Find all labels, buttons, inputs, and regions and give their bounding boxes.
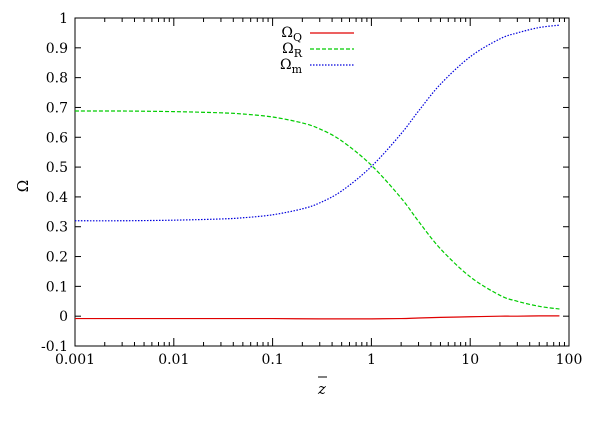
series-layer bbox=[74, 24, 560, 320]
y-tick-label: 0 bbox=[59, 309, 68, 325]
y-tick-label: 0.4 bbox=[46, 190, 68, 206]
y-tick-label: 1 bbox=[59, 11, 68, 27]
y-tick-label: 0.2 bbox=[46, 250, 68, 266]
x-tick-label: 1 bbox=[367, 352, 376, 368]
x-tick-label: 0.1 bbox=[261, 352, 283, 368]
y-tick-label: 0.7 bbox=[46, 100, 68, 116]
x-tick-label: 100 bbox=[556, 352, 583, 368]
x-axis-label-text: z bbox=[317, 380, 326, 398]
y-axis-label: Ω bbox=[14, 180, 32, 192]
x-axis-label: z bbox=[317, 376, 327, 398]
y-tick-label: -0.1 bbox=[41, 339, 68, 355]
y-tick-label: 0.1 bbox=[46, 279, 68, 295]
series-line-omega-R bbox=[74, 110, 560, 310]
x-tick-label: 0.01 bbox=[158, 352, 189, 368]
x-tick-label: 0.001 bbox=[55, 352, 95, 368]
x-axis: 0.001 0.01 0.1 1 10 100 bbox=[55, 18, 582, 368]
x-tick-label: 10 bbox=[461, 352, 479, 368]
y-tick-label: 0.6 bbox=[46, 130, 68, 146]
y-tick-label: 0.8 bbox=[46, 71, 68, 87]
y-axis: -0.1 0 0.1 0.2 0.3 0.4 0.5 0.6 0.7 0.8 0.9 1 bbox=[41, 11, 569, 355]
series-line-omega-Q bbox=[75, 315, 560, 320]
y-tick-label: 0.9 bbox=[46, 41, 68, 57]
series-line-omega-m bbox=[74, 24, 560, 222]
y-tick-label: 0.5 bbox=[46, 160, 68, 176]
y-tick-label: 0.3 bbox=[46, 220, 68, 236]
plot-frame bbox=[74, 17, 570, 347]
